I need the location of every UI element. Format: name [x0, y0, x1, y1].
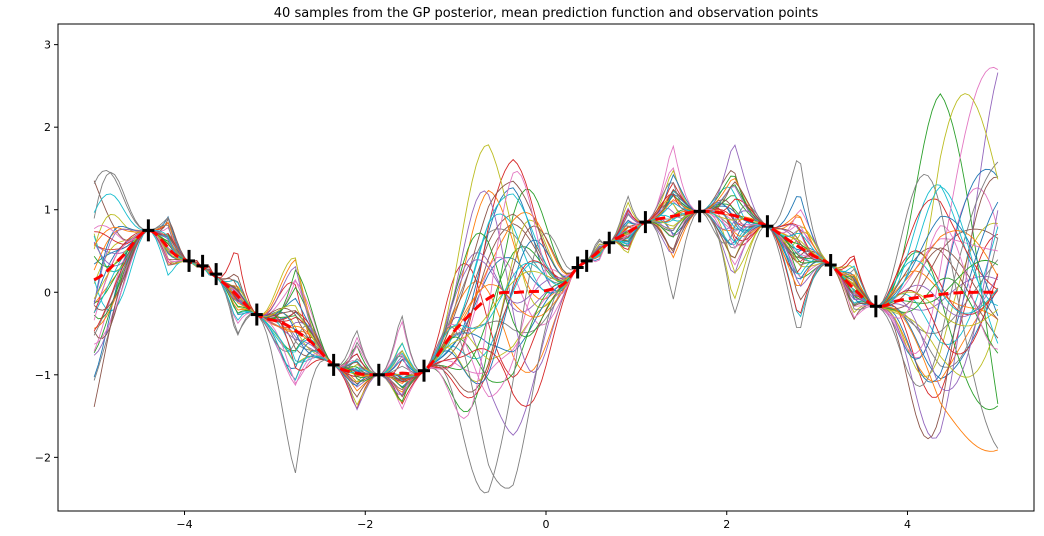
observation-point	[418, 359, 430, 382]
observation-point	[372, 363, 385, 386]
y-tick-label: 3	[44, 39, 51, 52]
mean-prediction-line	[93, 209, 998, 377]
observation-point	[210, 263, 223, 286]
x-tick-label: −2	[357, 518, 373, 531]
observation-point	[580, 249, 593, 272]
observation-point	[824, 254, 837, 277]
observation-point	[196, 254, 209, 277]
sample-curve	[93, 207, 999, 436]
y-tick-label: 0	[44, 286, 51, 299]
x-tick-label: 4	[904, 518, 911, 531]
sample-curve	[94, 194, 999, 407]
sample-curve	[93, 193, 999, 379]
sample-curve	[93, 180, 999, 408]
chart-title: 40 samples from the GP posterior, mean p…	[274, 6, 819, 21]
observation-point	[603, 231, 616, 254]
sample-curve	[93, 181, 999, 393]
y-tick-label: −2	[35, 451, 51, 464]
sample-curve	[93, 169, 999, 489]
observation-point	[761, 215, 774, 238]
sample-curve	[93, 93, 999, 383]
observation-point	[639, 211, 652, 234]
observation-point	[183, 249, 196, 272]
y-tick-label: 1	[44, 204, 51, 217]
y-tick-label: 2	[44, 121, 51, 134]
plot-area: −4 −2 0 2 4 −2 −1 0 1 2 3	[35, 23, 1035, 531]
observations-group	[142, 200, 882, 386]
observation-point	[571, 256, 584, 279]
x-tick-label: −4	[176, 518, 192, 531]
x-tick-label: 2	[723, 518, 730, 531]
observation-point	[327, 353, 340, 376]
observation-point	[142, 219, 155, 242]
observation-point	[869, 295, 882, 318]
samples-group	[93, 66, 999, 494]
observation-point	[693, 200, 706, 223]
y-tick-label: −1	[35, 369, 51, 382]
sample-curve	[93, 159, 999, 494]
sample-curve	[93, 66, 999, 398]
sample-curve	[93, 194, 999, 383]
sample-curve	[93, 177, 998, 452]
observation-point	[250, 303, 263, 326]
x-tick-label: 0	[543, 518, 550, 531]
